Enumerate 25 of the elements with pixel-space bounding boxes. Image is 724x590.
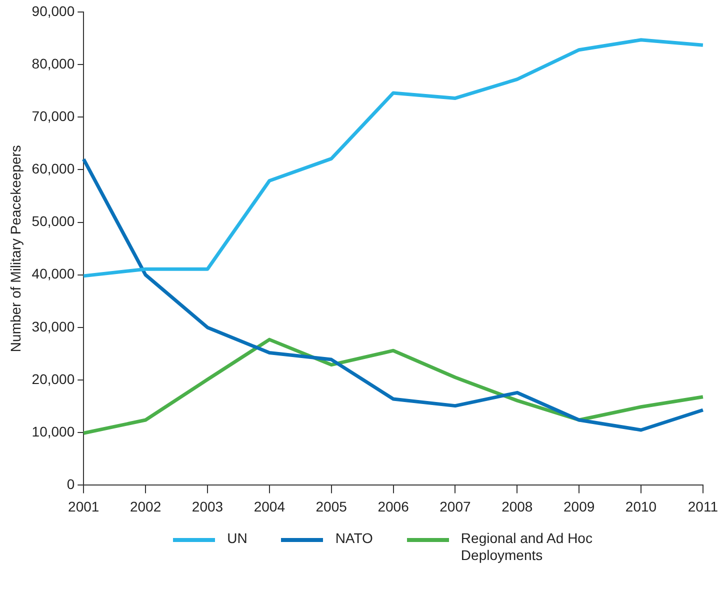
legend-label: Regional and Ad Hoc Deployments xyxy=(460,530,594,564)
y-tick-label: 50,000 xyxy=(32,213,75,230)
x-tick-label: 2005 xyxy=(316,498,348,514)
x-tick-label: 2011 xyxy=(688,498,718,514)
y-tick-label: 70,000 xyxy=(32,108,75,124)
y-tick-label: 40,000 xyxy=(32,266,75,282)
x-tick-label: 2003 xyxy=(192,498,224,514)
y-tick-label: 20,000 xyxy=(32,370,75,387)
x-tick-label: 2007 xyxy=(440,498,471,514)
y-tick-label: 0 xyxy=(66,476,75,492)
x-tick-label: 2009 xyxy=(564,498,595,514)
x-tick-label: 2002 xyxy=(130,498,162,514)
x-tick-label: 2008 xyxy=(502,498,533,514)
y-tick-label: 90,000 xyxy=(32,2,75,19)
x-tick-label: 2010 xyxy=(625,498,657,514)
legend-label: UN xyxy=(227,530,248,547)
y-tick-label: 80,000 xyxy=(32,55,75,72)
legend-label: NATO xyxy=(335,530,373,547)
x-tick-label: 2001 xyxy=(68,498,100,514)
y-axis-title: Number of Military Peacekeepers xyxy=(7,145,24,352)
y-tick-label: 60,000 xyxy=(32,160,75,177)
y-tick-label: 10,000 xyxy=(32,423,75,440)
x-tick-label: 2006 xyxy=(378,498,410,514)
y-tick-label: 30,000 xyxy=(32,318,75,334)
x-tick-label: 2004 xyxy=(254,498,286,514)
